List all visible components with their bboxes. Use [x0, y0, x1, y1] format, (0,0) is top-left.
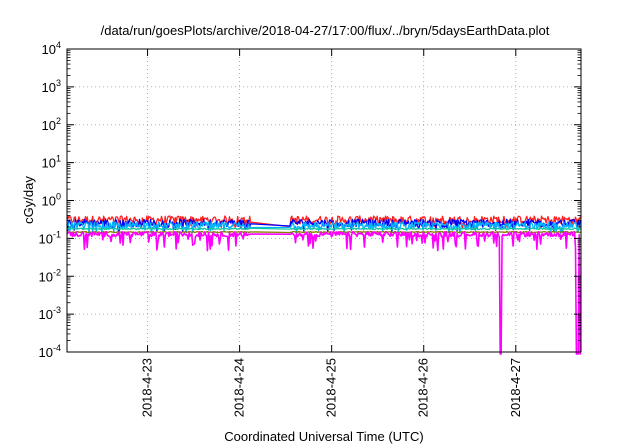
series-line — [66, 231, 581, 355]
y-axis-ticks: 10-4 10-3 10-2 10-1 100 101 102 103 104 — [39, 40, 581, 360]
y-tick-label: 101 — [42, 154, 61, 171]
y-tick-label: 100 — [42, 192, 61, 209]
x-tick-label: 2018-4-24 — [232, 358, 247, 417]
series-line — [66, 215, 582, 230]
y-tick-label: 102 — [42, 116, 61, 133]
y-tick-label: 10-2 — [39, 267, 61, 284]
series-group — [66, 215, 582, 355]
x-tick-label: 2018-4-26 — [416, 358, 431, 417]
x-tick-label: 2018-4-23 — [140, 358, 155, 417]
y-tick-label: 104 — [42, 40, 61, 57]
y-tick-label: 103 — [42, 78, 61, 95]
x-tick-label: 2018-4-25 — [324, 358, 339, 417]
y-tick-label: 10-1 — [39, 229, 61, 246]
x-tick-label: 2018-4-27 — [508, 358, 523, 417]
series-line — [66, 221, 582, 235]
y-tick-label: 10-4 — [39, 343, 61, 360]
grid — [67, 49, 581, 352]
y-axis-label: cGy/day — [21, 176, 36, 224]
x-axis-ticks: 2018-4-23 2018-4-24 2018-4-25 2018-4-26 2018… — [140, 49, 523, 417]
y-tick-label: 10-3 — [39, 305, 61, 322]
x-axis-label: Coordinated Universal Time (UTC) — [224, 429, 423, 444]
series-line — [66, 227, 582, 231]
chart-title: /data/run/goesPlots/archive/2018-04-27/1… — [101, 23, 550, 38]
